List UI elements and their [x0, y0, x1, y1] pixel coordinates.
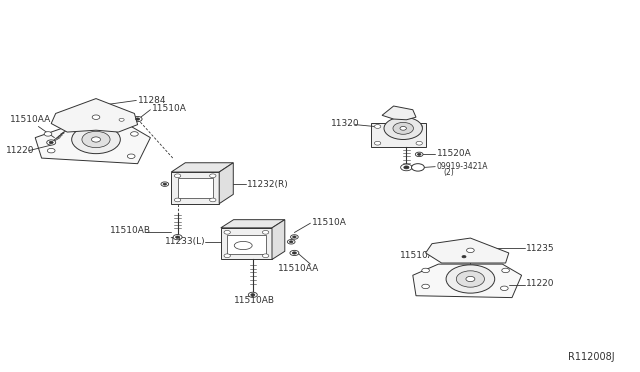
Circle shape	[374, 141, 381, 145]
Circle shape	[290, 250, 299, 256]
Circle shape	[262, 254, 269, 257]
Polygon shape	[413, 264, 522, 298]
Circle shape	[161, 182, 169, 186]
Text: 11220: 11220	[526, 279, 555, 288]
Circle shape	[175, 236, 180, 238]
Text: 11510AB: 11510AB	[234, 296, 275, 305]
Text: 11510A: 11510A	[152, 105, 186, 113]
Circle shape	[292, 252, 296, 254]
Polygon shape	[382, 106, 416, 120]
Polygon shape	[35, 126, 150, 164]
Text: 11520A: 11520A	[436, 149, 471, 158]
Polygon shape	[219, 163, 234, 203]
Circle shape	[248, 292, 257, 298]
Circle shape	[210, 198, 216, 202]
Circle shape	[289, 241, 293, 243]
Text: (2): (2)	[444, 169, 454, 177]
Text: 11510A: 11510A	[312, 218, 346, 227]
Text: 11510AA: 11510AA	[278, 264, 319, 273]
Circle shape	[422, 268, 429, 273]
Circle shape	[400, 126, 406, 130]
Circle shape	[82, 131, 110, 148]
Circle shape	[466, 276, 475, 282]
Circle shape	[119, 118, 124, 121]
Bar	[172, 172, 219, 203]
Ellipse shape	[234, 241, 252, 250]
Text: R112008J: R112008J	[568, 352, 614, 362]
Circle shape	[401, 164, 412, 171]
Text: 11232(R): 11232(R)	[248, 180, 289, 189]
Circle shape	[412, 164, 424, 171]
Bar	[371, 123, 426, 147]
Circle shape	[292, 236, 296, 238]
Polygon shape	[272, 219, 285, 260]
Circle shape	[415, 152, 423, 157]
Text: 11320: 11320	[331, 119, 360, 128]
Circle shape	[287, 240, 295, 244]
Text: 11510AA: 11510AA	[10, 115, 51, 124]
Text: 11510AB: 11510AB	[111, 226, 152, 235]
Bar	[221, 228, 272, 260]
Circle shape	[92, 115, 100, 119]
Circle shape	[224, 230, 230, 234]
Circle shape	[500, 286, 508, 291]
Circle shape	[72, 125, 120, 154]
Circle shape	[467, 248, 474, 253]
Circle shape	[291, 235, 298, 239]
Circle shape	[251, 294, 255, 296]
Circle shape	[92, 137, 100, 142]
Text: 11510AA: 11510AA	[400, 251, 441, 260]
Circle shape	[417, 153, 421, 155]
Text: 11235: 11235	[526, 244, 555, 253]
Polygon shape	[426, 238, 509, 263]
Polygon shape	[51, 99, 138, 132]
Bar	[227, 235, 266, 254]
Text: 11284: 11284	[138, 96, 166, 105]
Polygon shape	[172, 163, 234, 172]
Circle shape	[175, 198, 181, 202]
Circle shape	[127, 154, 135, 158]
Circle shape	[224, 254, 230, 257]
Circle shape	[416, 141, 422, 145]
Circle shape	[422, 284, 429, 289]
Circle shape	[44, 132, 52, 136]
Circle shape	[462, 256, 466, 258]
Circle shape	[47, 148, 55, 153]
Circle shape	[163, 183, 166, 185]
Polygon shape	[221, 219, 285, 228]
Bar	[178, 177, 212, 198]
Circle shape	[262, 230, 269, 234]
Text: N: N	[415, 164, 420, 170]
Circle shape	[446, 265, 495, 293]
Circle shape	[47, 140, 56, 145]
Circle shape	[460, 254, 468, 259]
Circle shape	[49, 141, 53, 144]
Circle shape	[131, 132, 138, 136]
Circle shape	[374, 125, 381, 128]
Circle shape	[416, 125, 422, 128]
Text: 11220: 11220	[6, 146, 35, 155]
Circle shape	[456, 271, 484, 287]
Text: 11233(L): 11233(L)	[165, 237, 205, 246]
Text: 09919-3421A: 09919-3421A	[436, 162, 488, 171]
Circle shape	[393, 122, 413, 134]
Circle shape	[173, 234, 182, 240]
Circle shape	[175, 174, 181, 178]
Circle shape	[133, 116, 142, 122]
Circle shape	[502, 268, 509, 273]
Circle shape	[404, 166, 409, 169]
Circle shape	[136, 118, 140, 120]
Circle shape	[210, 174, 216, 178]
Circle shape	[384, 117, 422, 140]
